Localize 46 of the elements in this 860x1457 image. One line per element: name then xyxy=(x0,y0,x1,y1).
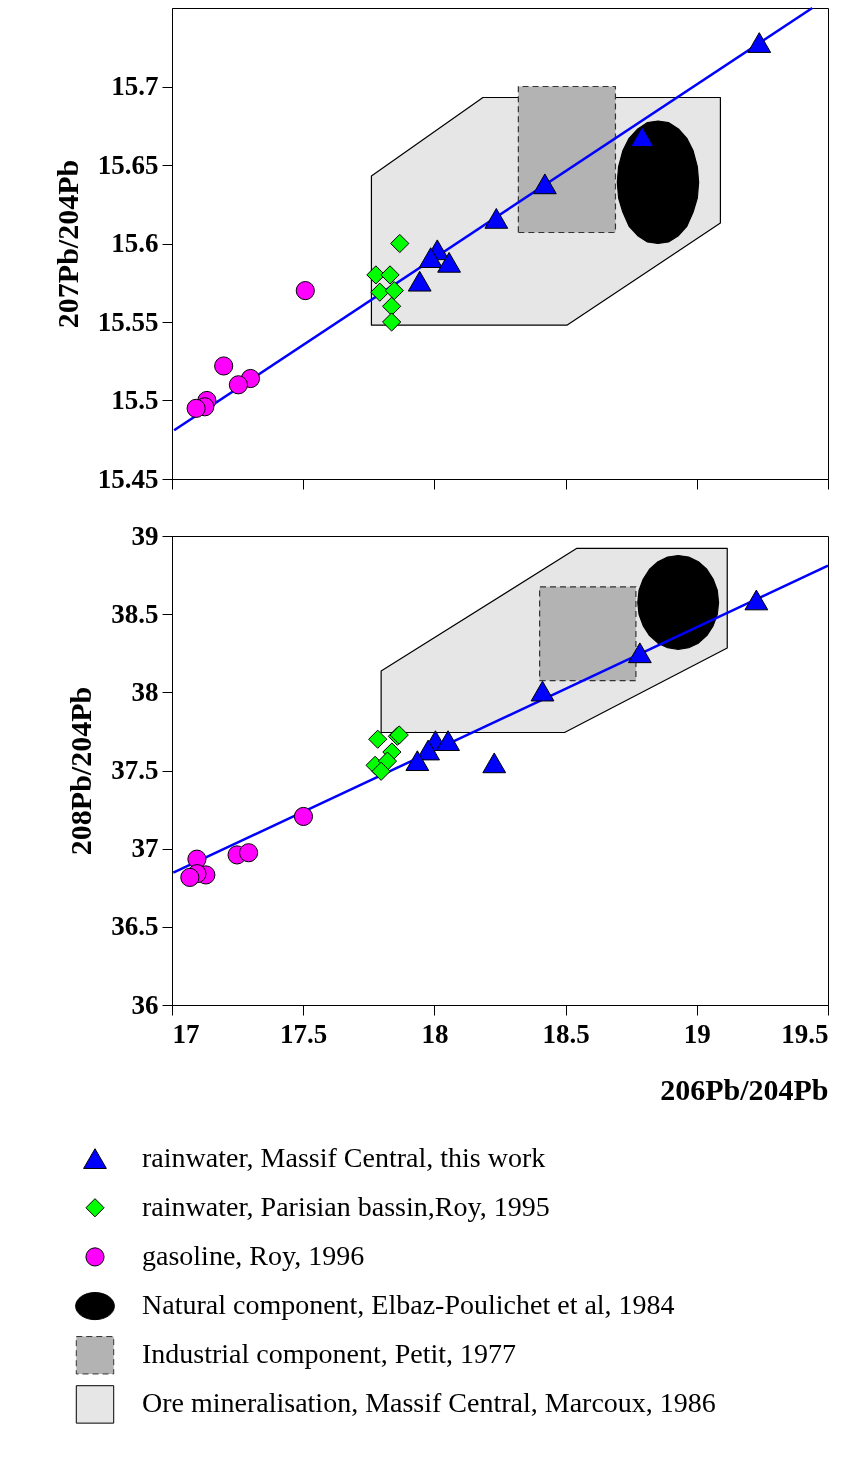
legend-label: rainwater, Parisian bassin,Roy, 1995 xyxy=(142,1190,550,1222)
x-axis-title: 206Pb/204Pb xyxy=(660,1072,829,1106)
legend-label: Industrial component, Petit, 1977 xyxy=(142,1338,517,1370)
point xyxy=(382,312,402,332)
point xyxy=(214,356,234,376)
y-tick-label: 37.5 xyxy=(111,755,159,785)
y-axis-title: 208Pb/204Pb xyxy=(64,686,98,856)
y-tick-label: 39 xyxy=(131,520,159,551)
y-tick-label: 15.5 xyxy=(111,385,159,415)
y-tick-label: 15.6 xyxy=(111,228,159,258)
y-tick-label: 15.55 xyxy=(97,306,159,337)
y-tick-label: 38.5 xyxy=(111,598,159,629)
x-tick-label: 17 xyxy=(172,1018,200,1049)
legend-label: Natural component, Elbaz-Poulichet et al, 1984 xyxy=(142,1289,675,1321)
legend-label: rainwater, Massif Central, this work xyxy=(142,1141,546,1173)
x-tick-label: 18 xyxy=(421,1018,449,1049)
point xyxy=(295,281,315,301)
point xyxy=(630,126,655,148)
point xyxy=(407,270,432,292)
y-tick-label: 36.5 xyxy=(111,911,159,942)
legend-label: Ore mineralisation, Massif Central, Marcoux, 1986 xyxy=(142,1387,716,1419)
y-tick-label: 15.65 xyxy=(97,149,159,180)
point xyxy=(366,265,386,285)
y-tick-label: 37 xyxy=(131,833,159,864)
x-tick-label: 18.5 xyxy=(542,1018,590,1049)
point xyxy=(228,375,248,395)
point xyxy=(186,398,206,418)
point xyxy=(390,233,410,254)
x-tick-label: 17.5 xyxy=(280,1018,328,1049)
y-tick-label: 36 xyxy=(131,989,159,1020)
point xyxy=(370,282,390,302)
point xyxy=(384,281,404,301)
point xyxy=(532,173,557,195)
y-tick-label: 15.45 xyxy=(97,463,159,494)
y-axis-title: 207Pb/204Pb xyxy=(50,159,84,329)
legend-label: gasoline, Roy, 1996 xyxy=(142,1239,365,1271)
point xyxy=(437,251,461,273)
x-tick-label: 19.5 xyxy=(781,1018,829,1049)
x-tick-label: 19 xyxy=(683,1018,711,1049)
point xyxy=(484,208,509,229)
y-tick-label: 38 xyxy=(131,676,159,707)
point xyxy=(747,32,772,53)
point xyxy=(382,296,402,316)
point xyxy=(418,247,443,268)
y-tick-label: 15.7 xyxy=(111,71,159,101)
point xyxy=(380,265,400,285)
